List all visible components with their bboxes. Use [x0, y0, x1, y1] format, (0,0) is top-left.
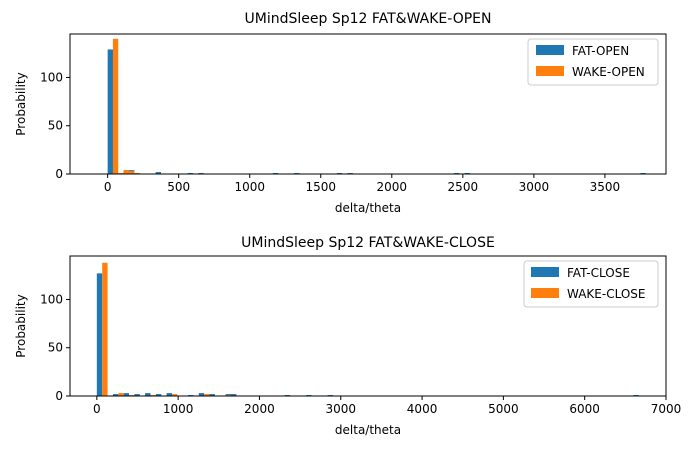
histogram-bar — [112, 394, 119, 396]
y-axis-ticks: 0 50 100 — [40, 292, 70, 403]
x-axis-ticks: 0 1000 2000 3000 4000 5000 6000 7000 — [93, 396, 681, 416]
histogram-bar — [145, 393, 151, 396]
y-axis-ticks: 0 50 100 — [40, 70, 70, 181]
legend-swatch — [536, 45, 564, 55]
legend-label: WAKE-OPEN — [572, 65, 645, 79]
x-tick-label: 0 — [93, 402, 101, 416]
histogram-bar — [198, 393, 205, 396]
y-tick-label: 100 — [40, 70, 63, 84]
x-tick-label: 3000 — [519, 180, 550, 194]
chart-panel-open: UMindSleep Sp12 FAT&WAKE-OPEN 0 500 1000 15… — [14, 11, 667, 215]
y-axis-label: Probability — [14, 294, 28, 357]
legend-label: FAT-OPEN — [572, 44, 629, 58]
histogram-bar — [204, 394, 210, 396]
x-tick-label: 6000 — [569, 402, 600, 416]
histogram-bar — [171, 394, 178, 396]
x-tick-label: 1500 — [305, 180, 336, 194]
legend-label: WAKE-CLOSE — [567, 287, 645, 301]
y-tick-label: 0 — [55, 389, 63, 403]
y-tick-label: 50 — [48, 341, 63, 355]
y-tick-label: 100 — [40, 292, 63, 306]
y-axis-label: Probability — [14, 72, 28, 135]
x-axis-ticks: 0 500 1000 1500 2000 2500 3000 3500 — [104, 174, 620, 194]
x-tick-label: 3500 — [590, 180, 621, 194]
histogram-bar — [123, 393, 130, 396]
histogram-bar — [134, 394, 140, 396]
legend: FAT-OPEN WAKE-OPEN — [527, 38, 659, 86]
histogram-bar — [107, 49, 113, 175]
histogram-bar — [209, 394, 215, 396]
x-axis-label: delta/theta — [335, 423, 401, 437]
chart-panel-close: UMindSleep Sp12 FAT&WAKE-CLOSE 0 1000 2000… — [14, 235, 681, 437]
x-tick-label: 1000 — [234, 180, 265, 194]
histogram-bar — [155, 172, 161, 174]
histogram-bar — [128, 171, 135, 174]
legend-swatch — [531, 288, 559, 298]
x-tick-label: 0 — [104, 180, 112, 194]
legend: FAT-CLOSE WAKE-CLOSE — [523, 260, 659, 308]
histogram-bar — [118, 393, 124, 396]
x-tick-label: 1000 — [163, 402, 194, 416]
legend-swatch — [536, 66, 564, 76]
y-tick-label: 50 — [48, 119, 63, 133]
x-tick-label: 2500 — [448, 180, 479, 194]
plot-frame — [69, 255, 667, 397]
x-tick-label: 4000 — [407, 402, 438, 416]
chart-title: UMindSleep Sp12 FAT&WAKE-OPEN — [245, 11, 492, 27]
legend-label: FAT-CLOSE — [567, 266, 630, 280]
histogram-bar — [230, 394, 237, 396]
plot-frame — [69, 33, 667, 175]
chart-title: UMindSleep Sp12 FAT&WAKE-CLOSE — [241, 235, 495, 251]
x-tick-label: 2000 — [377, 180, 408, 194]
histogram-bar — [96, 273, 103, 396]
x-tick-label: 2000 — [244, 402, 275, 416]
legend-swatch — [531, 267, 559, 277]
y-tick-label: 0 — [55, 167, 63, 181]
x-tick-label: 500 — [167, 180, 190, 194]
histogram-bar — [166, 393, 172, 396]
histogram-bar — [112, 38, 119, 174]
x-axis-label: delta/theta — [335, 201, 401, 215]
histogram-bar — [155, 394, 162, 396]
x-tick-label: 3000 — [325, 402, 356, 416]
histogram-bar — [123, 170, 129, 174]
x-tick-label: 5000 — [488, 402, 519, 416]
x-tick-label: 7000 — [651, 402, 682, 416]
histogram-bar — [102, 262, 108, 396]
